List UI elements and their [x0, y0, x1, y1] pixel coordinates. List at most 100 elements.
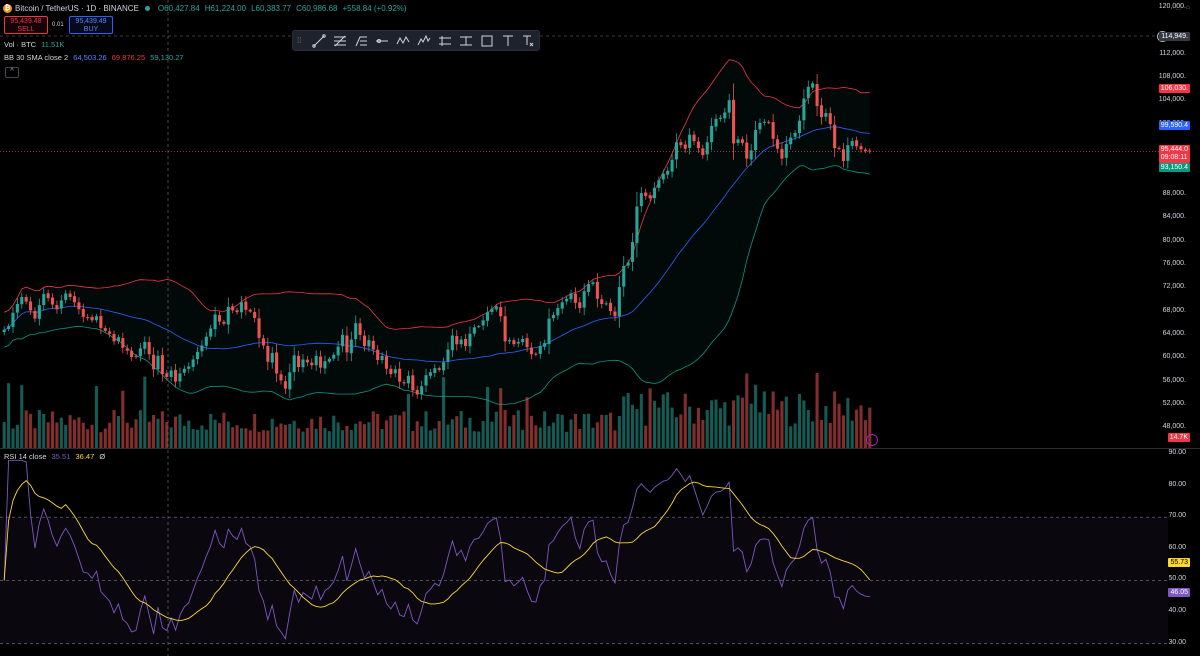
volume-bar [125, 422, 129, 448]
volume-bar [494, 411, 498, 448]
volume-bar [134, 419, 138, 448]
candle-body [42, 294, 46, 306]
volume-bar [50, 411, 55, 448]
volume-bar [525, 397, 529, 448]
volume-bar [314, 428, 318, 448]
volume-bar [507, 426, 512, 448]
pitchfork-icon[interactable] [350, 32, 371, 49]
text-note-icon[interactable] [518, 32, 539, 49]
price-axis-label: 48,000. [1162, 423, 1186, 431]
candle-body [187, 366, 191, 369]
candle-body [94, 316, 99, 321]
text-icon[interactable] [497, 32, 518, 49]
window-controls[interactable]: ⬚ ⌂ [1175, 4, 1190, 11]
candle-body [37, 305, 41, 319]
volume-bar [319, 416, 323, 448]
volume-legend-name: Vol · BTC [4, 40, 37, 49]
fib-retracement-icon[interactable] [330, 32, 351, 49]
volume-bar [701, 419, 705, 448]
volume-bar [503, 409, 507, 448]
pattern-icon[interactable] [392, 32, 413, 49]
candle-body [529, 347, 534, 355]
candle-body [516, 341, 520, 344]
volume-bar [661, 394, 665, 448]
candle-body [336, 346, 340, 356]
rsi-axis-label: 50.00 [1168, 575, 1186, 583]
elliott-wave-icon[interactable] [413, 32, 434, 49]
buy-button[interactable]: 95,439.49 BUY [69, 16, 113, 34]
candle-body [279, 374, 283, 381]
volume-bar [630, 404, 635, 448]
volume-bar [393, 414, 397, 448]
volume-bar [859, 405, 863, 448]
volume-bar [565, 431, 569, 448]
price-axis-label: 64,000. [1162, 329, 1186, 337]
volume-bar [152, 414, 156, 448]
volume-bar [340, 430, 345, 448]
rsi-legend[interactable]: RSI 14 close 35.51 36.47 Ø [4, 452, 108, 461]
candle-body [609, 302, 613, 311]
volume-bar [485, 386, 490, 448]
candle-body [723, 112, 727, 119]
candle-body [868, 150, 872, 152]
collapse-legend-button[interactable]: ^ [5, 67, 19, 78]
bb-legend[interactable]: BB 30 SMA close 2 64,503.26 69,876.25 59… [4, 53, 187, 62]
volume-bar [288, 423, 292, 448]
price-axis-label: 108,000. [1158, 73, 1186, 81]
candle-body [261, 338, 265, 346]
candle-body [754, 130, 758, 151]
volume-bar [855, 409, 859, 448]
volume-bar [380, 429, 384, 448]
candle-body [499, 307, 503, 317]
date-price-range-icon[interactable] [455, 32, 476, 49]
projection-icon[interactable] [434, 32, 455, 49]
rectangle-icon[interactable] [476, 32, 497, 49]
volume-bar [349, 430, 353, 448]
candle-body [77, 302, 81, 310]
volume-bar [301, 431, 305, 448]
candle-body [191, 359, 195, 367]
volume-bar [679, 414, 683, 448]
trend-line-icon[interactable] [309, 32, 330, 49]
volume-bar [11, 428, 15, 448]
bb-basis-tag: 99,590.4 [1158, 121, 1190, 130]
volume-bar [600, 414, 604, 448]
candle-body [648, 195, 652, 199]
volume-bar [424, 411, 428, 448]
candle-body [68, 293, 72, 297]
rsi-legend-value: 35.51 [51, 452, 71, 461]
volume-bar [622, 396, 626, 448]
price-axis-label: 120,000. [1158, 3, 1186, 10]
candle-body [99, 315, 103, 328]
volume-bar [587, 413, 591, 448]
candle-body [850, 141, 854, 146]
candle-body [231, 306, 235, 311]
volume-bar [762, 391, 766, 448]
ohlc-high: H61,224.00 [204, 4, 247, 13]
volume-bar [464, 427, 468, 448]
candle-body [169, 370, 173, 378]
volume-legend[interactable]: Vol · BTC 11.51K [4, 40, 67, 49]
symbol-title[interactable]: Bitcoin / TetherUS · 1D · BINANCE [15, 4, 139, 13]
volume-bar [257, 431, 261, 448]
candle-body [226, 306, 230, 325]
volume-bar [521, 429, 525, 448]
candle-body [121, 338, 125, 348]
sell-button[interactable]: 95,439.48 SELL [4, 16, 48, 34]
bb-legend-lower: 59,130.27 [150, 53, 184, 62]
candle-body [828, 113, 832, 125]
volume-bar [336, 422, 340, 448]
volume-settings-icon[interactable] [866, 434, 878, 446]
volume-bar [797, 393, 802, 448]
horizontal-ray-icon[interactable] [371, 32, 392, 49]
price-axis-label: 88,000. [1162, 189, 1186, 197]
rsi-pane [0, 459, 1168, 644]
drag-handle-icon[interactable]: ⁞⁞ [297, 36, 302, 45]
candle-body [644, 192, 648, 196]
volume-bar [204, 429, 208, 448]
candle-body [718, 117, 722, 119]
candle-body [323, 361, 327, 369]
candle-body [152, 354, 156, 370]
